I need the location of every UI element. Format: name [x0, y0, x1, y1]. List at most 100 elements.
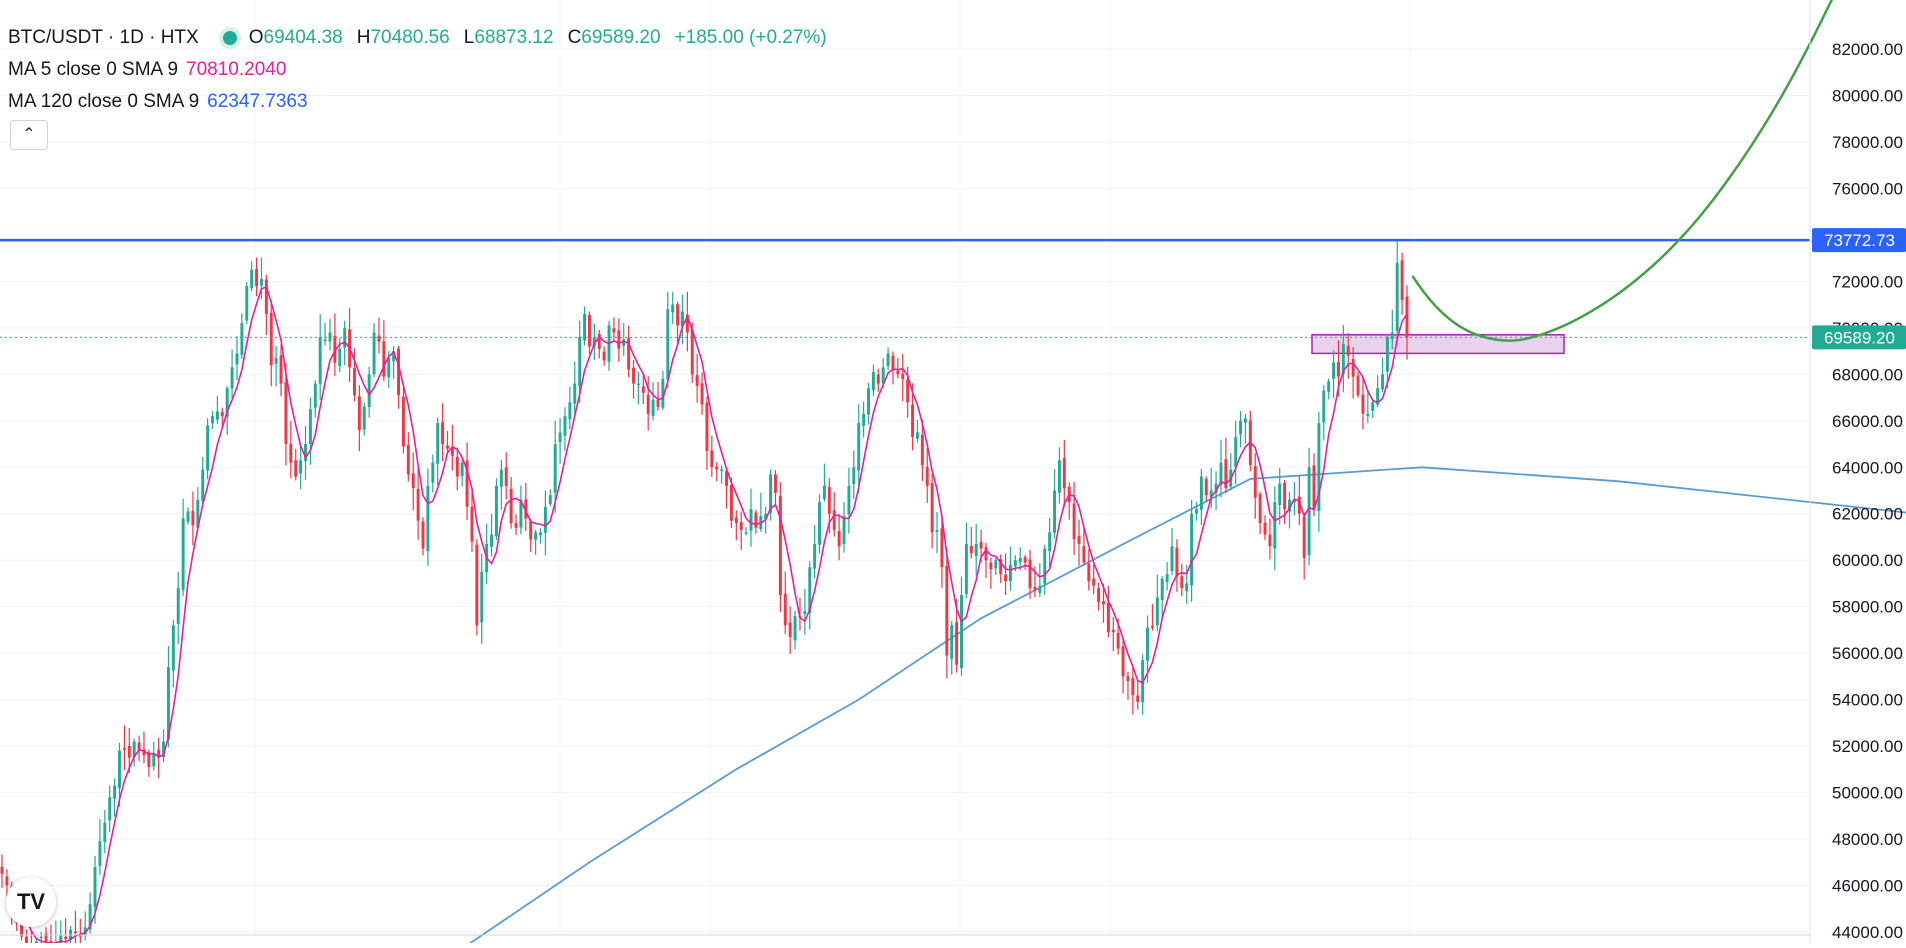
candle-down: [529, 521, 533, 540]
candle-down: [1336, 362, 1340, 377]
candle-up: [1322, 390, 1326, 423]
y-tick-label: 58000.00: [1832, 598, 1903, 617]
candle-down: [416, 488, 420, 521]
candle-down: [1111, 629, 1115, 633]
candle-down: [470, 506, 474, 542]
candle-down: [450, 447, 454, 456]
candle-down: [783, 593, 787, 626]
candle-up: [362, 406, 366, 430]
candle-down: [0, 866, 4, 874]
ma120-path: [461, 466, 1906, 948]
projection-path[interactable]: [1411, 0, 1843, 342]
market-status-icon[interactable]: [218, 27, 241, 49]
candle-down: [940, 528, 944, 568]
candle-up: [186, 511, 190, 522]
candle-up: [822, 485, 826, 500]
candle-up: [671, 304, 675, 313]
candle-down: [20, 920, 24, 937]
y-tick-label: 78000.00: [1832, 133, 1903, 152]
candle-down: [377, 335, 381, 342]
low-value: 68873.12: [474, 27, 554, 48]
candle-down: [774, 474, 777, 493]
candle-up: [720, 469, 724, 472]
open-value: 69404.38: [263, 27, 343, 48]
candle-down: [1126, 676, 1130, 682]
candle-up: [1155, 597, 1159, 626]
candle-up: [83, 927, 87, 935]
candle-down: [509, 488, 513, 524]
candle-up: [935, 530, 939, 532]
candle-down: [357, 396, 361, 431]
candle-up: [1327, 381, 1331, 392]
candle-down: [1263, 522, 1267, 535]
candle-up: [1317, 423, 1321, 511]
candle-down: [1351, 359, 1355, 377]
ma120-line: [461, 466, 1906, 948]
y-tick-label: 80000.00: [1832, 86, 1903, 105]
candle-down: [984, 547, 988, 561]
candle-up: [568, 402, 572, 420]
candle-up: [592, 337, 596, 347]
candle-up: [392, 351, 396, 362]
candle-down: [705, 402, 709, 451]
projection-curve[interactable]: [1411, 0, 1843, 342]
candle-down: [945, 565, 949, 656]
price-label-text: 69589.20: [1824, 328, 1895, 347]
y-tick-label: 54000.00: [1832, 691, 1903, 710]
candle-down: [876, 374, 880, 384]
candle-down: [25, 936, 28, 944]
candle-down: [1023, 557, 1027, 563]
candle-up: [59, 934, 63, 946]
candle-up: [1160, 578, 1164, 601]
candle-up: [651, 399, 655, 416]
ma5-line: [20, 285, 1408, 945]
candle-down: [955, 621, 959, 665]
candle-up: [681, 311, 684, 327]
candle-down: [64, 936, 68, 939]
candle-down: [1356, 375, 1360, 396]
tradingview-logo[interactable]: TV: [6, 877, 56, 927]
candle-up: [1018, 557, 1022, 563]
price-label-bg[interactable]: [1812, 325, 1906, 350]
candle-up: [225, 388, 229, 417]
candle-down: [514, 523, 518, 528]
candle-down: [641, 386, 645, 393]
ohlc-values: O69404.38 H70480.56 L68873.12 C69589.20 +185…: [249, 22, 835, 54]
candle-up: [103, 822, 107, 842]
candle-up: [1199, 476, 1203, 510]
candle-up: [636, 383, 640, 386]
candle-down: [1361, 394, 1365, 414]
candle-down: [739, 522, 743, 531]
candle-up: [1243, 418, 1247, 423]
candle-down: [788, 622, 792, 637]
candle-down: [920, 435, 924, 465]
candle-down: [441, 422, 445, 445]
candle-up: [1341, 344, 1345, 374]
candle-down: [827, 487, 831, 514]
candle-down: [1283, 482, 1287, 510]
candle-up: [563, 416, 567, 436]
candle-down: [979, 541, 983, 549]
candle-up: [196, 499, 200, 528]
candle-up: [994, 560, 998, 569]
price-label-bg[interactable]: [1812, 228, 1906, 253]
candle-down: [1121, 646, 1125, 677]
candle-up: [573, 383, 577, 404]
candle-up: [666, 309, 670, 380]
legend-collapse-button[interactable]: ⌃: [10, 120, 48, 150]
candle-up: [1390, 332, 1394, 340]
legend-ma120-row[interactable]: MA 120 close 0 SMA 9 62347.7363: [8, 86, 843, 118]
symbol-title[interactable]: BTC/USDT · 1D · HTX: [8, 27, 199, 48]
chevron-up-icon: ⌃: [22, 126, 36, 143]
candle-up: [950, 625, 954, 659]
candle-down: [1102, 601, 1105, 605]
candle-down: [147, 752, 151, 768]
candle-up: [166, 667, 170, 740]
candle-up: [328, 332, 332, 342]
candle-up: [1057, 460, 1061, 493]
legend-ma5-row[interactable]: MA 5 close 0 SMA 9 70810.2040: [8, 54, 843, 86]
candle-down: [911, 404, 915, 438]
